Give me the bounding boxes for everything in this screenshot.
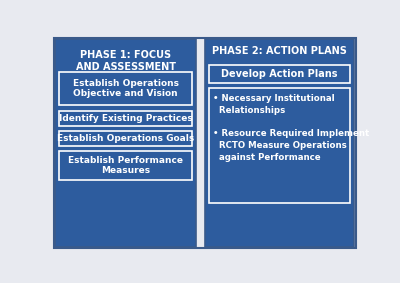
Bar xyxy=(59,131,192,146)
Bar xyxy=(209,88,350,203)
Bar xyxy=(55,38,196,247)
Text: PHASE 2: ACTION PLANS: PHASE 2: ACTION PLANS xyxy=(212,46,347,56)
Text: PHASE 1: FOCUS
AND ASSESSMENT: PHASE 1: FOCUS AND ASSESSMENT xyxy=(76,50,176,72)
Text: Establish Performance
Measures: Establish Performance Measures xyxy=(68,156,183,175)
Text: • Necessary Institutional
  Relationships

• Resource Required Implement
  RCTO : • Necessary Institutional Relationships … xyxy=(213,94,369,162)
Bar xyxy=(59,72,192,105)
Text: Develop Action Plans: Develop Action Plans xyxy=(221,69,338,79)
Text: Establish Operations Goals: Establish Operations Goals xyxy=(57,134,194,143)
Text: Identify Existing Practices: Identify Existing Practices xyxy=(59,114,192,123)
Text: Establish Operations
Objective and Vision: Establish Operations Objective and Visio… xyxy=(72,79,178,98)
Bar xyxy=(59,111,192,127)
Bar xyxy=(205,38,354,247)
Bar xyxy=(59,151,192,180)
Bar xyxy=(209,65,350,83)
